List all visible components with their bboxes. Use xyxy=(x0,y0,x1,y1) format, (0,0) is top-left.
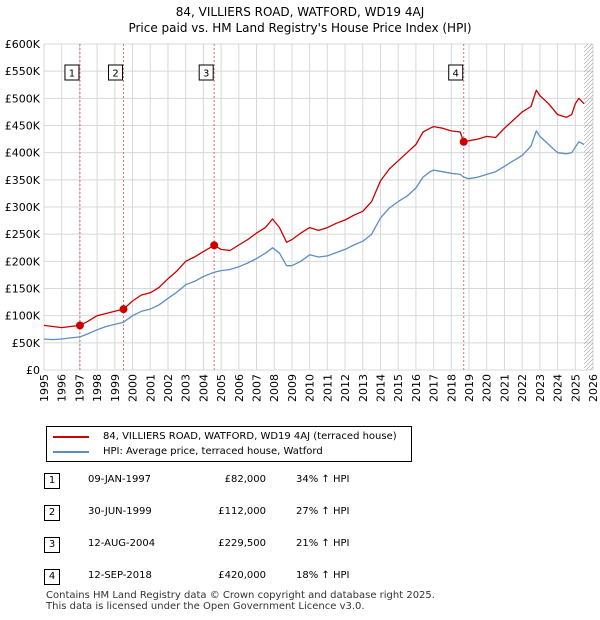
legend-label-property: 84, VILLIERS ROAD, WATFORD, WD19 4AJ (te… xyxy=(103,431,397,442)
x-tick-label: 1998 xyxy=(91,374,104,402)
transaction-label-box xyxy=(108,64,124,81)
y-tick-label: £0 xyxy=(26,364,40,377)
y-tick-label: £600K xyxy=(5,38,41,51)
x-tick-label: 2024 xyxy=(552,374,565,402)
chart-subtitle: Price paid vs. HM Land Registry's House … xyxy=(128,21,472,35)
sale-date: 09-JAN-1997 xyxy=(88,474,152,485)
sale-date: 12-AUG-2004 xyxy=(88,538,156,549)
transaction-label: 2 xyxy=(112,69,118,80)
x-tick-label: 1999 xyxy=(109,374,122,402)
sale-price: £420,000 xyxy=(218,570,266,581)
sale-row: 1 09-JAN-1997 £82,000 34% ↑ HPI xyxy=(0,470,600,492)
y-tick-label: £400K xyxy=(5,147,41,160)
x-tick-label: 2004 xyxy=(197,374,210,402)
transaction-label: 3 xyxy=(203,69,209,80)
x-tick-label: 2013 xyxy=(357,374,370,402)
y-tick-label: £200K xyxy=(5,255,41,268)
transaction-point xyxy=(210,241,219,250)
footer-copyright: Contains HM Land Registry data © Crown c… xyxy=(46,590,435,601)
sale-hpi-diff: 21% ↑ HPI xyxy=(296,538,350,549)
y-tick-label: £550K xyxy=(5,65,41,78)
x-tick-label: 2008 xyxy=(268,374,281,402)
x-tick-label: 2023 xyxy=(534,374,547,402)
hpi-line xyxy=(43,130,585,341)
x-tick-label: 2022 xyxy=(516,374,529,402)
sale-hpi-diff: 27% ↑ HPI xyxy=(296,506,350,517)
sale-date: 30-JUN-1999 xyxy=(88,506,152,517)
chart-title: 84, VILLIERS ROAD, WATFORD, WD19 4AJ xyxy=(175,5,425,19)
x-tick-label: 2009 xyxy=(286,374,299,402)
property-price-line xyxy=(43,89,585,329)
x-tick-label: 2025 xyxy=(569,374,582,402)
legend-swatch-hpi xyxy=(53,451,89,453)
transaction-label-box xyxy=(448,64,464,81)
transaction-point xyxy=(75,321,84,330)
transaction-label-box xyxy=(64,64,80,81)
x-tick-label: 2018 xyxy=(445,374,458,402)
legend-swatch-property xyxy=(53,436,89,438)
x-tick-label: 2003 xyxy=(180,374,193,402)
sale-row: 3 12-AUG-2004 £229,500 21% ↑ HPI xyxy=(0,534,600,556)
legend-label-hpi: HPI: Average price, terraced house, Watf… xyxy=(103,446,323,457)
x-tick-label: 2007 xyxy=(251,374,264,402)
sale-number-badge: 2 xyxy=(44,505,60,521)
x-tick-label: 2010 xyxy=(304,374,317,402)
sale-row: 4 12-SEP-2018 £420,000 18% ↑ HPI xyxy=(0,566,600,588)
sale-price: £82,000 xyxy=(224,474,266,485)
transaction-point xyxy=(119,305,128,314)
y-tick-label: £300K xyxy=(5,201,41,214)
x-tick-label: 1995 xyxy=(38,374,51,402)
x-tick-label: 2012 xyxy=(339,374,352,402)
x-tick-label: 2002 xyxy=(162,374,175,402)
sale-date: 12-SEP-2018 xyxy=(88,570,152,581)
x-tick-label: 2006 xyxy=(233,374,246,402)
sale-hpi-diff: 34% ↑ HPI xyxy=(296,474,350,485)
transaction-label-box xyxy=(198,64,214,81)
x-tick-label: 2020 xyxy=(481,374,494,402)
price-chart: 1 2 3 4 £0 £50K £100K £150K £200K £250K £300K £350K… xyxy=(5,38,600,402)
sale-row: 2 30-JUN-1999 £112,000 27% ↑ HPI xyxy=(0,502,600,524)
x-tick-label: 2011 xyxy=(321,374,334,402)
x-tick-label: 1996 xyxy=(56,374,69,402)
x-tick-label: 2021 xyxy=(498,374,511,402)
y-tick-label: £150K xyxy=(5,283,41,296)
transaction-label: 4 xyxy=(453,69,459,80)
y-tick-label: £450K xyxy=(5,120,41,133)
x-tick-label: 2017 xyxy=(428,374,441,402)
transaction-label: 1 xyxy=(69,69,75,80)
x-tick-label: 2005 xyxy=(215,374,228,402)
sale-number-badge: 4 xyxy=(44,569,60,585)
sale-number-badge: 3 xyxy=(44,537,60,553)
legend: 84, VILLIERS ROAD, WATFORD, WD19 4AJ (te… xyxy=(46,426,412,462)
x-tick-label: 2001 xyxy=(144,374,157,402)
sale-number-badge: 1 xyxy=(44,473,60,489)
sale-hpi-diff: 18% ↑ HPI xyxy=(296,570,350,581)
footer-licence: This data is licensed under the Open Gov… xyxy=(46,601,365,612)
x-tick-label: 2014 xyxy=(374,374,387,402)
y-tick-label: £100K xyxy=(5,310,41,323)
x-tick-label: 2000 xyxy=(127,374,140,402)
sale-price: £229,500 xyxy=(218,538,266,549)
y-tick-label: £250K xyxy=(5,228,41,241)
x-tick-label: 2019 xyxy=(463,374,476,402)
x-tick-label: 1997 xyxy=(73,374,86,402)
y-tick-label: £50K xyxy=(12,337,41,350)
x-tick-label: 2016 xyxy=(410,374,423,402)
y-tick-label: £500K xyxy=(5,92,41,105)
x-tick-label: 2026 xyxy=(587,374,600,402)
sale-price: £112,000 xyxy=(218,506,266,517)
projection-hatch xyxy=(584,44,593,370)
transaction-point xyxy=(459,137,468,146)
x-tick-label: 2015 xyxy=(392,374,405,402)
y-tick-label: £350K xyxy=(5,174,41,187)
